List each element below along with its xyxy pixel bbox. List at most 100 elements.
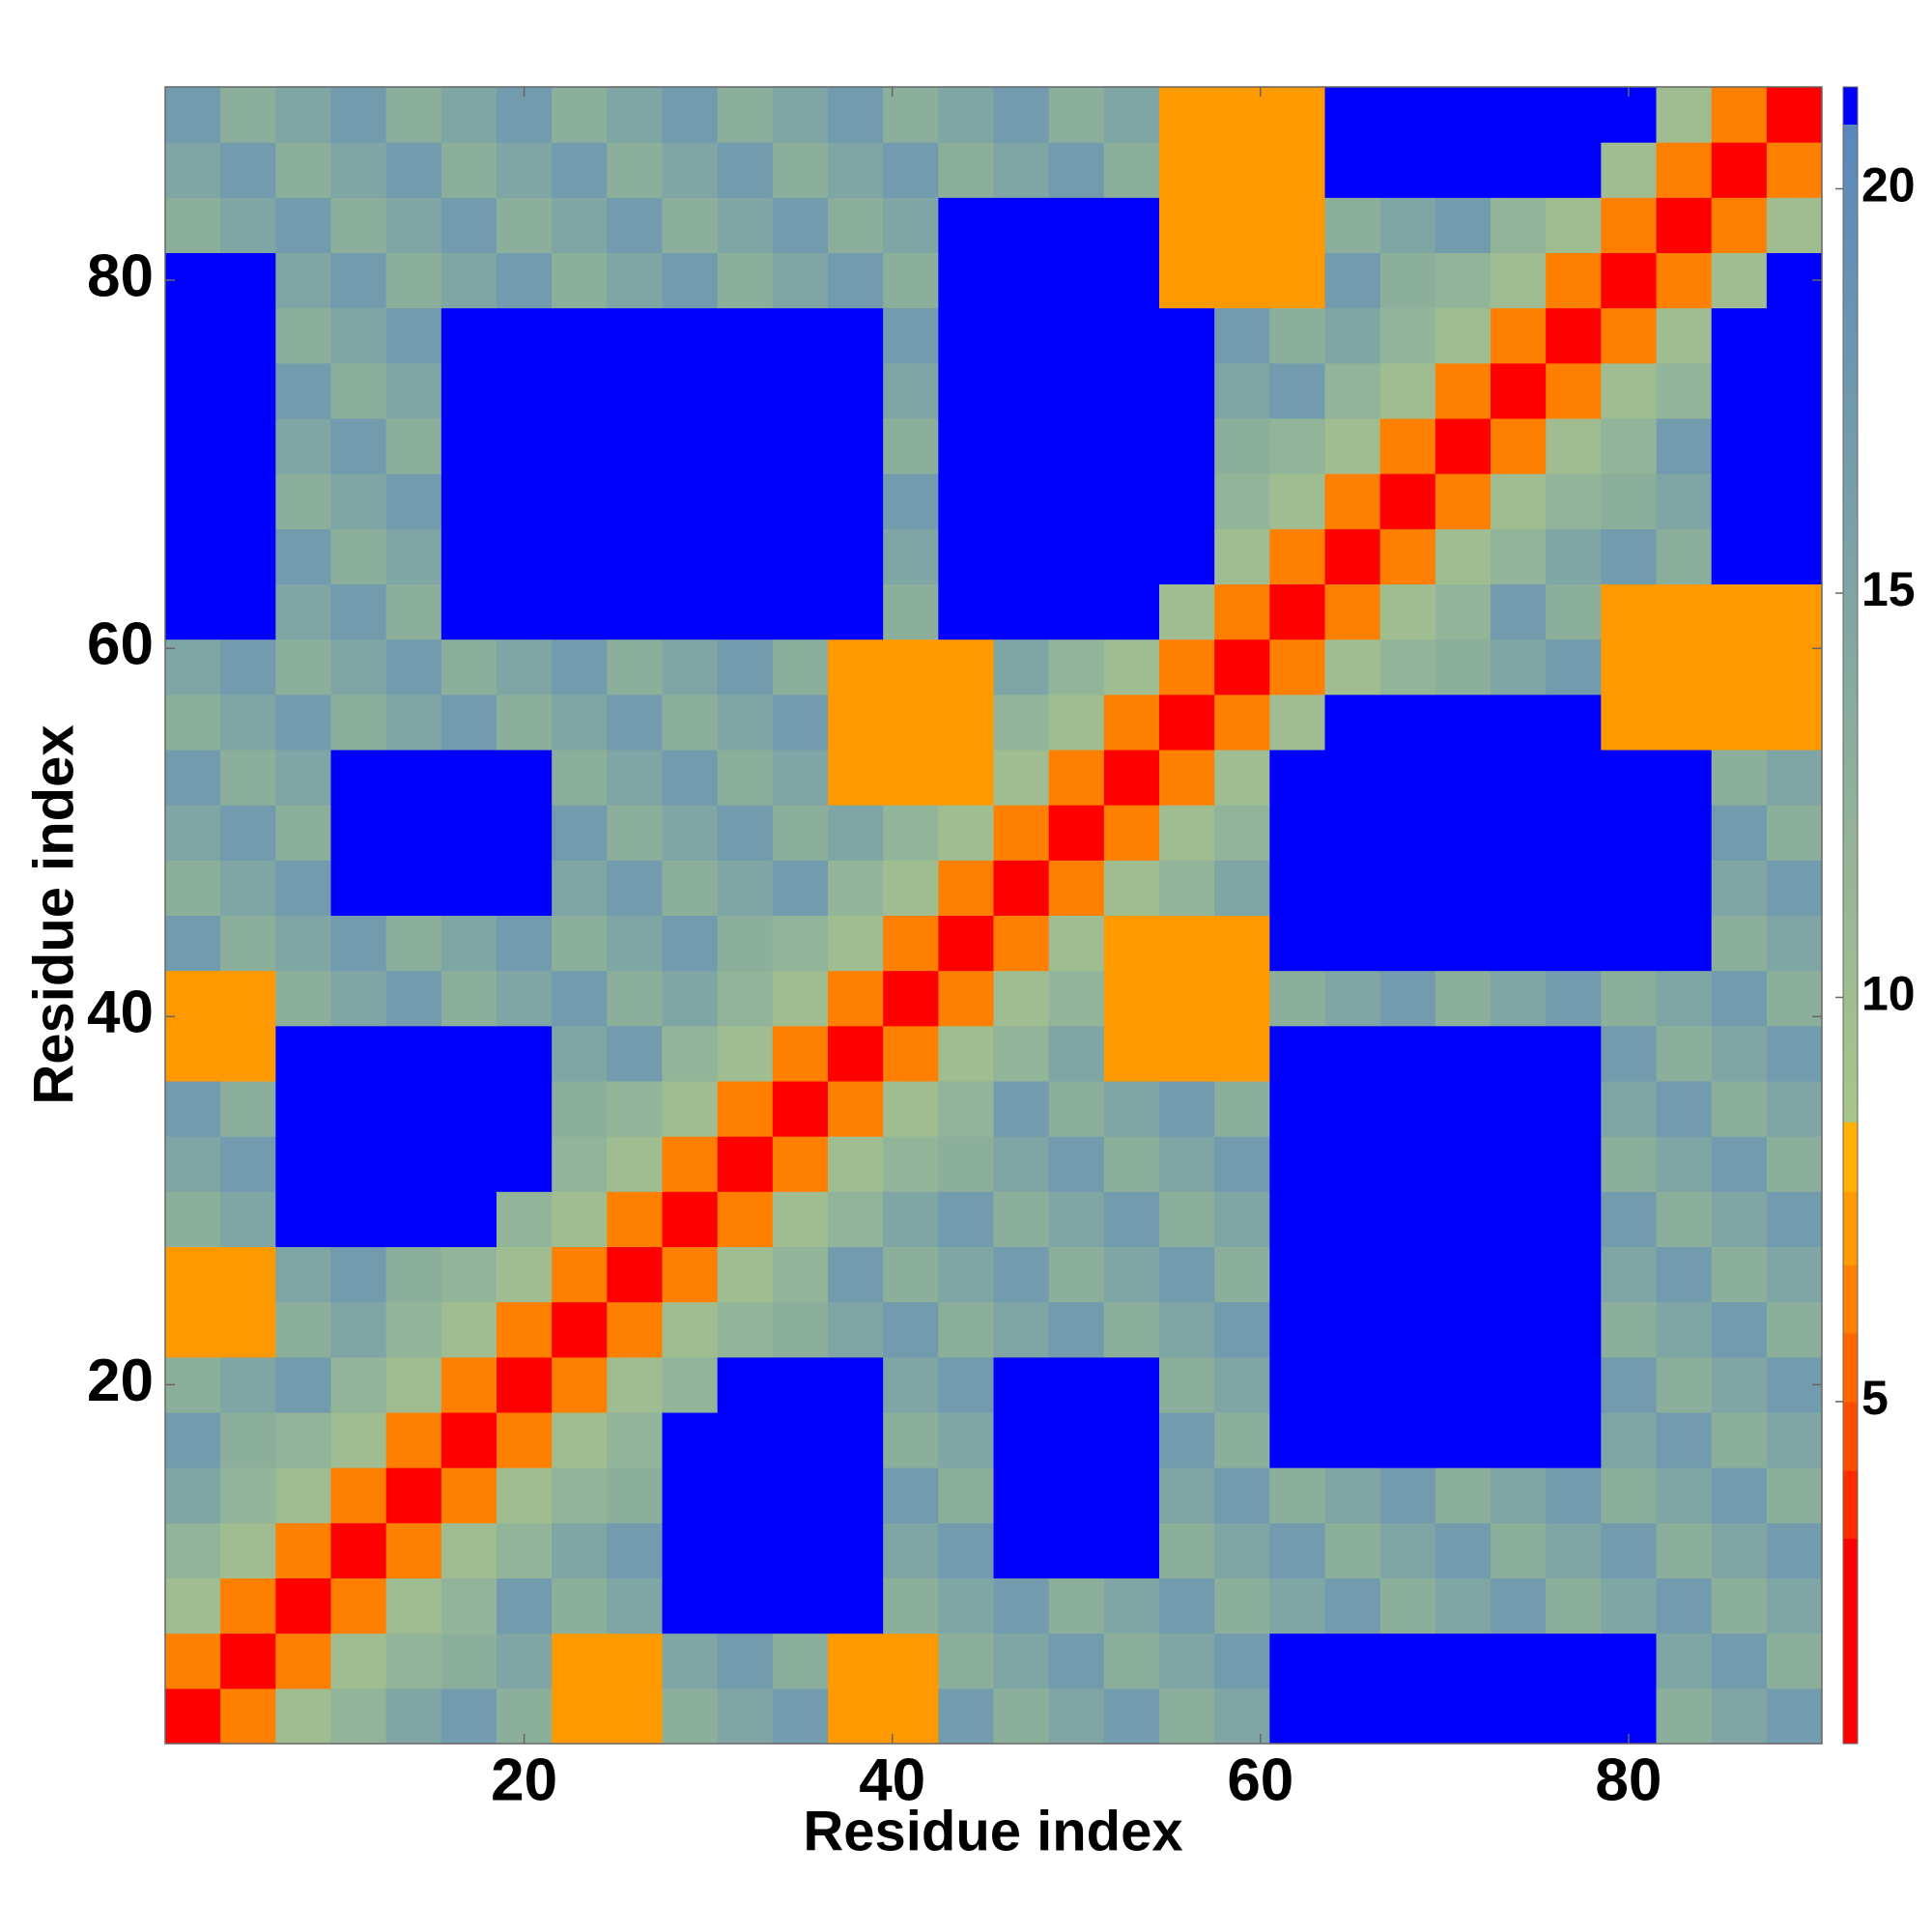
heatmap-cell <box>883 639 939 696</box>
heatmap-cell <box>772 1081 829 1137</box>
heatmap-cell <box>440 1356 497 1413</box>
heatmap-cell <box>883 1467 939 1523</box>
heatmap-cell <box>1435 528 1492 584</box>
heatmap-cell <box>497 639 553 696</box>
heatmap-cell <box>1048 1191 1105 1247</box>
heatmap-cell <box>717 860 774 916</box>
heatmap-cell <box>1435 252 1492 309</box>
heatmap-cell <box>1766 639 1823 696</box>
heatmap-cell <box>1379 197 1436 253</box>
heatmap-cell <box>1435 142 1492 198</box>
heatmap-cell <box>1491 1577 1547 1634</box>
heatmap-cell <box>1159 805 1215 861</box>
heatmap-cell <box>1546 362 1602 419</box>
heatmap-cell <box>1214 694 1270 751</box>
heatmap-cell <box>828 1522 884 1578</box>
heatmap-cell <box>275 639 331 696</box>
heatmap-cell <box>220 750 276 806</box>
heatmap-cell <box>385 1522 442 1578</box>
heatmap-cell <box>607 1191 663 1247</box>
heatmap-cell <box>1491 252 1547 309</box>
heatmap-cell <box>385 1081 442 1137</box>
heatmap-cell <box>1214 1301 1270 1358</box>
heatmap-cell <box>275 1246 331 1303</box>
heatmap-cell <box>165 1191 221 1247</box>
heatmap-cell <box>1711 87 1768 143</box>
heatmap-cell <box>440 252 497 309</box>
heatmap-cell <box>607 362 663 419</box>
heatmap-cell <box>662 694 719 751</box>
heatmap-cell <box>828 1246 884 1303</box>
heatmap-cell <box>1656 1577 1713 1634</box>
heatmap-cell <box>275 1191 331 1247</box>
heatmap-cell <box>1435 1688 1492 1745</box>
heatmap-cell <box>717 1246 774 1303</box>
heatmap-cell <box>993 805 1050 861</box>
heatmap-cell <box>1656 1688 1713 1745</box>
heatmap-cell <box>552 1136 608 1192</box>
heatmap-cell <box>1711 252 1768 309</box>
heatmap-cell <box>165 418 221 474</box>
heatmap-cell <box>1324 639 1381 696</box>
heatmap-cell <box>828 694 884 751</box>
heatmap-cell <box>1491 528 1547 584</box>
heatmap-cell <box>165 307 221 364</box>
heatmap-cell <box>385 473 442 529</box>
heatmap-cell <box>1435 1412 1492 1468</box>
heatmap-cell <box>165 142 221 198</box>
heatmap-cell <box>1766 1191 1823 1247</box>
heatmap-cell <box>1435 362 1492 419</box>
heatmap-cell <box>1491 1688 1547 1745</box>
heatmap-cell <box>662 1301 719 1358</box>
heatmap-cell <box>1711 1522 1768 1578</box>
heatmap-cell <box>883 1191 939 1247</box>
heatmap-cell <box>330 915 387 972</box>
heatmap-cell <box>1766 1577 1823 1634</box>
heatmap-cell <box>1656 252 1713 309</box>
heatmap-cell <box>607 142 663 198</box>
heatmap-cell <box>607 1301 663 1358</box>
heatmap-cell <box>330 418 387 474</box>
heatmap-cell <box>1601 307 1657 364</box>
heatmap-cell <box>1766 1467 1823 1523</box>
heatmap-cell <box>552 1191 608 1247</box>
heatmap-cell <box>1159 362 1215 419</box>
heatmap-cell <box>717 583 774 640</box>
heatmap-cell <box>552 252 608 309</box>
heatmap-cell <box>1656 750 1713 806</box>
heatmap-cell <box>552 1577 608 1634</box>
heatmap-cell <box>1766 805 1823 861</box>
heatmap-cell <box>330 1633 387 1690</box>
heatmap-cell <box>1103 1246 1160 1303</box>
heatmap-cell <box>165 1633 221 1690</box>
heatmap-cell <box>883 142 939 198</box>
heatmap-cell <box>497 418 553 474</box>
heatmap-cell <box>1435 860 1492 916</box>
heatmap-cell <box>440 528 497 584</box>
heatmap-cell <box>552 694 608 751</box>
colorbar-tick-label: 20 <box>1861 158 1916 213</box>
heatmap-cell <box>662 1025 719 1082</box>
heatmap-cell <box>607 1633 663 1690</box>
heatmap-cell <box>717 197 774 253</box>
heatmap-cell <box>220 1577 276 1634</box>
colorbar-band <box>1843 1401 1858 1471</box>
heatmap-cell <box>1048 639 1105 696</box>
heatmap-cell <box>717 1356 774 1413</box>
heatmap-cell <box>993 473 1050 529</box>
heatmap-cell <box>1491 473 1547 529</box>
heatmap-cell <box>1766 1246 1823 1303</box>
heatmap-cell <box>385 1577 442 1634</box>
heatmap-cell <box>1601 142 1657 198</box>
heatmap-cell <box>552 1301 608 1358</box>
heatmap-cell <box>1491 142 1547 198</box>
heatmap-cell <box>1546 1301 1602 1358</box>
heatmap-cell <box>330 1301 387 1358</box>
heatmap-cell <box>607 639 663 696</box>
heatmap-cell <box>552 750 608 806</box>
heatmap-cell <box>1491 1025 1547 1082</box>
heatmap-cell <box>828 639 884 696</box>
heatmap-cell <box>1601 639 1657 696</box>
heatmap-cell <box>1269 1522 1325 1578</box>
heatmap-cell <box>385 307 442 364</box>
